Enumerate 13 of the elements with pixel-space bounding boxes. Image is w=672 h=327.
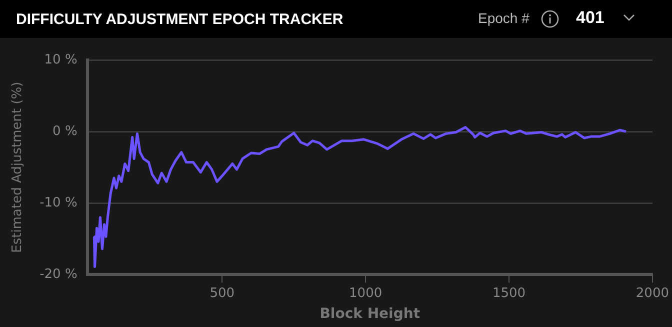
y-tick-label: 0 % bbox=[52, 124, 78, 139]
y-tick-label: -20 % bbox=[40, 266, 78, 282]
x-axis-title: Block Height bbox=[320, 306, 420, 322]
x-tick-label: 1000 bbox=[349, 286, 382, 301]
text: 401 bbox=[576, 8, 604, 28]
x-tick-label: 1500 bbox=[492, 286, 526, 301]
y-tick-label: -10 % bbox=[40, 195, 78, 210]
text: Epoch # bbox=[478, 10, 530, 26]
x-tick-label: 2000 bbox=[636, 286, 670, 301]
y-axis-title: Estimated Adjustment (%) bbox=[10, 82, 26, 253]
y-tick-label: 10 % bbox=[44, 52, 78, 68]
chart-title: DIFFICULTY ADJUSTMENT EPOCH TRACKER bbox=[16, 10, 344, 28]
x-tick-label: 500 bbox=[210, 286, 235, 301]
